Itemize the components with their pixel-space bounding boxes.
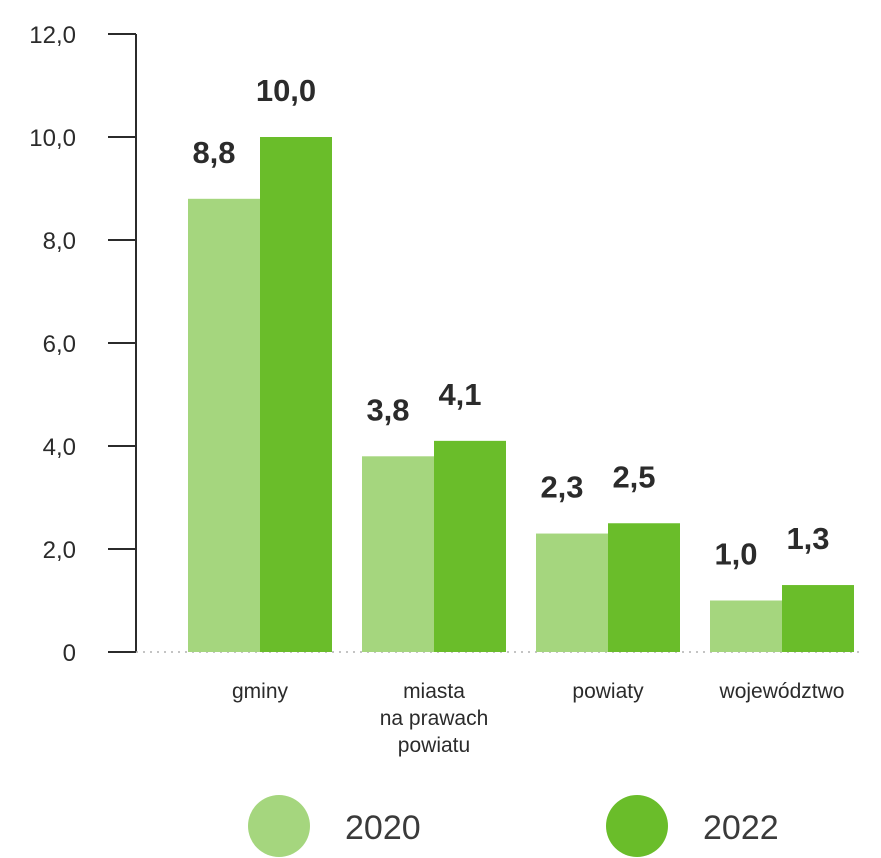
x-category-label: województwo xyxy=(719,680,845,703)
bars xyxy=(188,137,854,653)
x-category-label: powiatu xyxy=(398,734,470,757)
y-tick-label: 0 xyxy=(63,640,76,667)
bar-2020 xyxy=(362,456,434,652)
y-tick-label: 8,0 xyxy=(43,228,76,255)
bar-2020 xyxy=(536,533,608,652)
legend-swatch-2020 xyxy=(248,795,310,857)
data-label: 2,3 xyxy=(540,470,583,505)
data-label: 1,3 xyxy=(786,521,829,556)
bar-2020 xyxy=(710,600,782,652)
data-labels: 8,8 10,0 3,8 4,1 2,3 2,5 1,0 1,3 xyxy=(192,73,829,572)
bar-2022 xyxy=(260,137,332,652)
data-label: 4,1 xyxy=(438,377,481,412)
y-tick-label: 2,0 xyxy=(43,537,76,564)
data-label: 8,8 xyxy=(192,135,235,170)
bar-2022 xyxy=(782,585,854,652)
data-label: 1,0 xyxy=(714,537,757,572)
x-category-label: powiaty xyxy=(572,680,644,703)
x-category-label: na prawach xyxy=(380,707,489,730)
bar-2020 xyxy=(188,198,260,653)
x-category-label: gminy xyxy=(232,680,289,703)
legend-label: 2020 xyxy=(345,809,421,847)
y-tick-label: 6,0 xyxy=(43,331,76,358)
bar-2022 xyxy=(608,523,680,652)
data-label: 10,0 xyxy=(256,73,316,108)
y-tick-label: 12,0 xyxy=(29,22,76,49)
legend-swatch-2022 xyxy=(606,795,668,857)
legend: 2020 2022 xyxy=(248,795,779,857)
data-label: 3,8 xyxy=(366,392,409,427)
x-category-label: miasta xyxy=(403,680,465,703)
y-tick-label: 4,0 xyxy=(43,434,76,461)
y-tick-label: 10,0 xyxy=(29,125,76,152)
bar-2022 xyxy=(434,440,506,652)
x-axis-labels: gminy miasta na prawach powiatu powiaty wojew… xyxy=(232,680,844,757)
legend-label: 2022 xyxy=(703,809,779,847)
data-label: 2,5 xyxy=(612,459,655,494)
